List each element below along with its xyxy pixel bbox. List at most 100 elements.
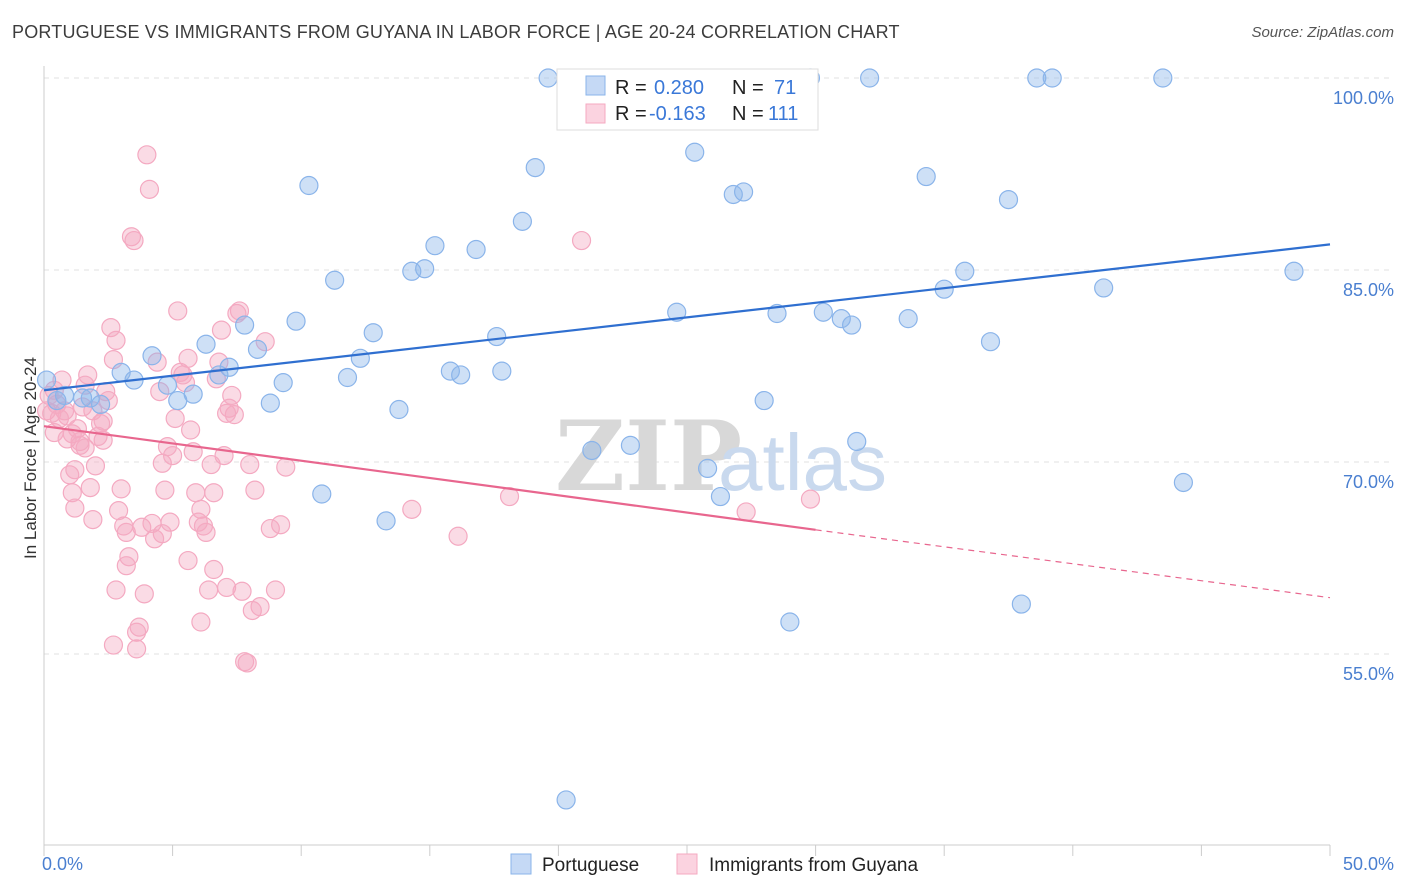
point-guyana [103,635,124,655]
point-portuguese [842,315,862,335]
trend-line-guyana-projection [815,529,1331,599]
point-portuguese [955,261,975,281]
point-guyana [134,584,154,604]
point-guyana [75,438,95,458]
point-guyana [178,550,198,571]
point-guyana [163,446,183,466]
point-portuguese [512,211,532,231]
point-guyana [70,431,90,452]
watermark-zip: ZIP [555,400,742,513]
trend-line-portuguese [43,243,1331,392]
trend-lines [43,243,1331,599]
point-portuguese [710,486,731,507]
legend-r-value-1: 0.280 [654,77,704,99]
point-guyana [168,301,188,321]
legend-box: R = 0.280 N = 71 R = -0.163 N = 111 [556,68,819,131]
point-guyana [402,499,422,519]
point-guyana [116,522,136,543]
y-tick-label: 55.0% [1343,664,1394,684]
bottom-legend: Portuguese Immigrants from Guyana [510,853,918,876]
point-portuguese [733,182,754,202]
point-portuguese [260,393,280,413]
axes [43,66,1331,856]
point-portuguese [36,370,57,390]
point-guyana [150,382,170,402]
point-guyana [736,502,756,522]
point-portuguese [538,68,558,88]
point-portuguese [685,142,705,162]
data-points [36,68,1304,810]
point-guyana [165,408,185,429]
point-guyana [260,518,280,539]
point-guyana [237,653,257,673]
point-guyana [116,556,136,576]
point-guyana [93,411,113,431]
point-guyana [245,480,265,500]
point-guyana [126,639,147,659]
point-portuguese [142,346,162,366]
x-tick-label: 0.0% [42,854,83,874]
point-guyana [211,320,232,340]
point-guyana [204,559,224,580]
watermark-atlas: atlas [718,418,887,507]
point-guyana [101,318,121,338]
point-guyana [85,456,106,476]
point-portuguese [898,309,918,329]
legend-r-label-2: R = [615,103,647,125]
legend-swatch-portuguese [585,75,606,96]
point-portuguese [492,361,512,381]
point-guyana [139,179,160,199]
point-guyana [65,460,85,480]
point-guyana [78,365,98,385]
point-portuguese [72,388,93,408]
legend-n-label-2: N = [732,103,764,125]
point-portuguese [1042,68,1062,88]
point-guyana [106,580,126,600]
point-portuguese [556,790,576,810]
point-portuguese [1153,68,1173,88]
grid-lines [44,77,1390,655]
point-portuguese [196,334,216,354]
point-guyana [217,403,237,423]
point-portuguese [620,435,641,455]
point-guyana [271,515,291,535]
watermark: ZIP atlas [555,400,887,513]
bottom-legend-label-guyana: Immigrants from Guyana [709,855,918,876]
chart-title: PORTUGUESE VS IMMIGRANTS FROM GUYANA IN … [12,22,900,42]
point-guyana [126,622,147,642]
point-guyana [57,406,77,426]
point-portuguese [1173,472,1193,493]
point-guyana [132,517,152,537]
point-portuguese [389,399,409,420]
point-portuguese [219,357,239,377]
point-portuguese [425,236,445,256]
point-guyana [181,420,201,440]
point-portuguese [350,348,370,368]
point-portuguese [831,309,851,329]
point-guyana [571,230,592,251]
point-portuguese [754,390,774,411]
point-guyana [80,478,100,498]
point-guyana [129,617,149,637]
point-guyana [191,499,211,519]
point-portuguese [325,270,345,290]
point-guyana [160,512,180,532]
point-portuguese [980,332,1001,352]
point-portuguese [1094,278,1114,298]
y-axis-label: In Labor Force | Age 20-24 [21,357,40,559]
point-portuguese [415,259,435,279]
point-guyana [204,483,224,503]
point-guyana [62,483,82,503]
point-portuguese [90,394,111,414]
point-guyana [65,498,85,518]
point-portuguese [916,166,936,187]
legend-n-value-2: 111 [768,103,798,125]
point-guyana [124,230,144,251]
chart-source: Source: ZipAtlas.com [1251,24,1394,41]
point-guyana [265,580,286,600]
point-portuguese [451,365,471,385]
bottom-legend-swatch-guyana [676,853,698,875]
point-portuguese [286,311,306,331]
point-guyana [155,480,175,500]
